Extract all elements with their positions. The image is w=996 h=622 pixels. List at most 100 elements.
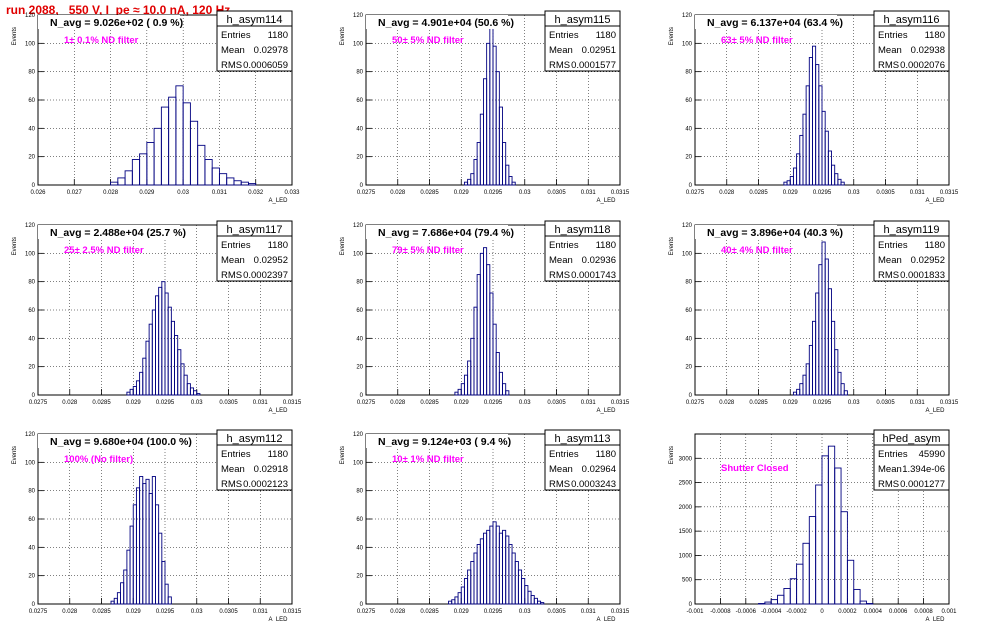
histogram-bin [158, 286, 163, 396]
filter-annotation: 25± 2.5% ND filter [64, 245, 144, 256]
stats-value: 0.02964 [582, 464, 616, 475]
x-tick-label: 0.028 [103, 190, 119, 196]
histogram-bin [467, 360, 472, 396]
y-tick-label: 120 [25, 223, 36, 229]
histogram-bin [486, 529, 491, 605]
x-tick-label: 0.031 [253, 400, 269, 406]
histogram-bin [155, 295, 160, 396]
x-tick-label: 0.026 [30, 190, 46, 196]
x-tick-label: 0.03 [519, 609, 531, 615]
histogram-bin [457, 388, 462, 396]
panel-title: N_avg = 3.896e+04 (40.3 %) [707, 227, 843, 239]
y-axis-label: Events [12, 27, 18, 45]
x-tick-label: 0.031 [581, 190, 597, 196]
panel-title: N_avg = 6.137e+04 (63.4 %) [707, 17, 843, 29]
x-tick-label: 0.0315 [940, 400, 959, 406]
histogram-bin [805, 85, 810, 186]
x-tick-label: 0.0285 [420, 190, 439, 196]
x-tick-label: 0.029 [139, 190, 155, 196]
x-tick-label: 0.001 [941, 609, 957, 615]
histogram-bin [489, 25, 494, 186]
y-tick-label: 2500 [679, 481, 693, 487]
stats-value: 0.0002397 [243, 270, 288, 281]
x-tick-label: 0.0305 [547, 190, 566, 196]
histogram-bin [837, 371, 842, 396]
x-tick-label: 0.0275 [357, 609, 376, 615]
histogram-panel-h_asym118: 0.0275 0.028 0.0285 0.029 0.0295 0.03 0.0305 0.… [340, 220, 630, 414]
histogram-bin [783, 588, 791, 605]
histogram-bin [802, 374, 807, 396]
y-tick-label: 60 [28, 308, 35, 314]
histogram-bin [457, 592, 462, 605]
y-tick-label: 40 [356, 336, 363, 342]
histogram-bin [142, 483, 147, 605]
panel-title: N_avg = 9.124e+03 ( 9.4 %) [378, 436, 511, 448]
stats-box [216, 10, 293, 72]
histogram-name: hPed_asym [882, 433, 940, 445]
stats-value: 1.394e-06 [902, 464, 945, 475]
histogram-panel-hPed_asym: -0.001 -0.0008 -0.0006 -0.0004 -0.0002 0 0.000… [669, 429, 957, 622]
y-axis-label: Events [12, 237, 18, 255]
histogram-bin [164, 292, 169, 396]
histogram-bin [146, 142, 155, 186]
x-axis-label: A_LED [268, 408, 288, 414]
histogram-bin [792, 167, 798, 186]
stats-value: 0.02952 [911, 255, 945, 266]
histogram-bin [808, 57, 813, 186]
y-tick-label: 1500 [679, 529, 693, 535]
x-tick-label: 0.0275 [686, 190, 705, 196]
filter-annotation: 79± 5% ND filter [392, 245, 464, 256]
stats-label: Mean [221, 45, 245, 56]
y-tick-label: 80 [28, 489, 35, 495]
histogram-bin [142, 357, 147, 396]
x-tick-label: 0.031 [253, 609, 269, 615]
x-tick-label: 0.0305 [876, 190, 895, 196]
histogram-bin [240, 181, 249, 186]
y-tick-label: 40 [685, 126, 692, 132]
x-tick-label: 0.0295 [484, 609, 503, 615]
histogram-bin [463, 374, 469, 396]
histogram-bin [799, 383, 804, 396]
histogram-bin [527, 590, 532, 605]
y-tick-label: 20 [28, 574, 35, 580]
y-axis-label: Events [12, 446, 18, 464]
histogram-bin [827, 150, 832, 186]
stats-value: 0.0002123 [243, 479, 288, 490]
filter-annotation: 10± 1% ND filter [392, 454, 464, 465]
x-tick-label: 0.0305 [547, 400, 566, 406]
y-tick-label: 0 [32, 602, 36, 608]
histogram-bin [834, 173, 839, 186]
histogram-bin [180, 363, 185, 396]
y-axis-label: Events [669, 446, 675, 464]
histogram-bin [233, 180, 242, 186]
histogram-bin [168, 96, 177, 186]
y-tick-label: 20 [685, 365, 692, 371]
histogram-bin [514, 561, 519, 605]
x-tick-label: 0.0305 [876, 400, 895, 406]
x-tick-label: 0.0285 [420, 609, 439, 615]
y-tick-label: 100 [25, 460, 36, 466]
x-tick-label: 0.0004 [864, 609, 883, 615]
x-tick-label: 0.029 [783, 190, 799, 196]
histogram-bin [508, 544, 513, 605]
y-tick-label: 60 [685, 98, 692, 104]
y-tick-label: 0 [360, 183, 364, 189]
x-tick-label: 0.029 [454, 609, 470, 615]
stats-label: Entries [221, 30, 251, 41]
y-tick-label: 100 [353, 41, 364, 47]
histogram-bin [824, 130, 829, 186]
x-axis-label: A_LED [925, 617, 945, 622]
histogram-bin [831, 164, 836, 186]
x-tick-label: 0.0285 [749, 400, 768, 406]
histogram-bin [840, 383, 845, 396]
stats-label: Entries [549, 449, 579, 460]
stats-value: 1180 [596, 30, 616, 41]
x-tick-label: 0.0008 [914, 609, 933, 615]
y-tick-label: 0 [689, 602, 693, 608]
y-tick-label: 80 [28, 70, 35, 76]
y-tick-label: 40 [28, 126, 35, 132]
stats-label: RMS [878, 60, 899, 71]
stats-box [873, 10, 950, 72]
y-tick-label: 0 [360, 602, 364, 608]
histogram-bin [502, 142, 507, 186]
